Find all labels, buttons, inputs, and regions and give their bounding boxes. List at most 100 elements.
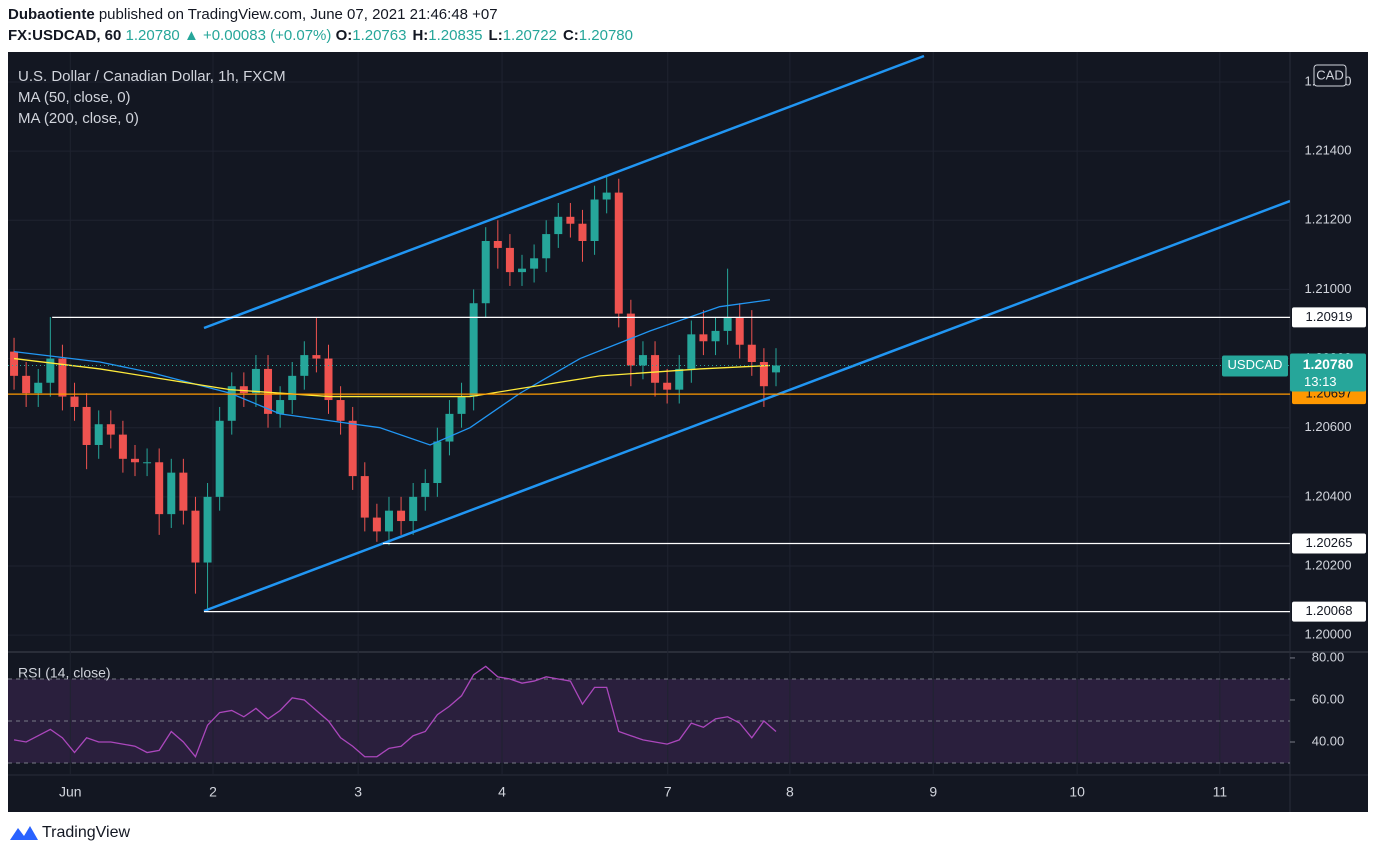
candle-body: [578, 223, 587, 242]
candle-body: [82, 406, 91, 445]
x-tick-label: 2: [209, 784, 217, 800]
x-tick-label: 11: [1213, 784, 1228, 800]
candle-body: [651, 355, 660, 383]
header: Dubaotiente published on TradingView.com…: [8, 4, 639, 46]
ohlc-key: H:: [412, 27, 429, 44]
last-price-badge: [1290, 353, 1366, 392]
candle-body: [626, 313, 635, 366]
candle-body: [360, 476, 369, 518]
candle-body: [46, 358, 55, 383]
candle-body: [143, 462, 152, 464]
candle-body: [735, 317, 744, 345]
candle-body: [663, 382, 672, 390]
candle-body: [759, 362, 768, 387]
candle-body: [372, 517, 381, 532]
candle-body: [554, 216, 563, 235]
y-tick-label: 1.20600: [1305, 419, 1352, 434]
moving-average: [13, 299, 771, 446]
candle-body: [155, 462, 164, 515]
rsi-tick-label: 60.00: [1312, 691, 1345, 706]
candle-body: [215, 420, 224, 497]
rsi-line: [13, 665, 777, 758]
candle-body: [638, 355, 647, 366]
x-tick-label: Jun: [59, 784, 82, 800]
last: 1.20780: [125, 27, 180, 44]
level-label: 1.20265: [1306, 535, 1353, 550]
candle-body: [106, 424, 115, 435]
candle-body: [505, 247, 514, 273]
candle-body: [469, 303, 478, 397]
candle-body: [179, 472, 188, 511]
currency: CAD: [1316, 67, 1343, 82]
level-badge: [1292, 601, 1366, 622]
header-line: FX:USDCAD, 60 1.20780 ▲ +0.00083 (+0.07%…: [8, 25, 639, 46]
candle-body: [687, 334, 696, 369]
candle-body: [747, 344, 756, 363]
x-tick-label: 8: [786, 784, 794, 800]
x-tick-label: 9: [929, 784, 937, 800]
candle-body: [70, 396, 79, 407]
x-tick-label: 10: [1069, 784, 1085, 800]
candle-body: [493, 241, 502, 248]
level-label: 1.20068: [1306, 603, 1353, 618]
candle-body: [34, 382, 43, 394]
candle-body: [336, 400, 345, 421]
candle-body: [384, 510, 393, 532]
candle-body: [614, 192, 623, 314]
channel-upper: [203, 54, 925, 330]
ohlc-key: O:: [335, 27, 353, 44]
candle-body: [130, 458, 139, 463]
y-tick-label: 1.20400: [1305, 488, 1352, 503]
rsi-tick-label: 80.00: [1312, 649, 1345, 664]
channel-lower: [203, 199, 1290, 613]
level-label: 1.20919: [1306, 309, 1353, 324]
candle-body: [409, 496, 418, 522]
candle-body: [723, 317, 732, 331]
candle-body: [58, 358, 67, 397]
ma-legend: MA (200, close, 0): [18, 110, 139, 127]
candle-body: [421, 483, 430, 497]
author: Dubaotiente: [8, 6, 95, 23]
y-tick-label: 1.21400: [1305, 143, 1352, 158]
last-price-label: 1.20780: [1303, 356, 1354, 372]
logo: [10, 826, 38, 840]
candle-body: [481, 241, 490, 304]
ohlc-value: 1.20763: [352, 27, 407, 44]
x-tick-label: 3: [354, 784, 362, 800]
candle-body: [590, 199, 599, 242]
candle-body: [288, 375, 297, 401]
candle-body: [348, 420, 357, 477]
candle-body: [711, 330, 720, 342]
candle-body: [542, 234, 551, 259]
candle-body: [251, 368, 260, 394]
candle-body: [457, 396, 466, 414]
ma-legend: MA (50, close, 0): [18, 89, 131, 106]
candle-body: [602, 192, 611, 200]
level-badge: [1292, 533, 1366, 554]
candle-body: [566, 216, 575, 224]
candle-body: [276, 400, 285, 414]
candle-body: [433, 441, 442, 484]
change: ▲ +0.00083 (+0.07%): [183, 27, 332, 44]
candle-body: [675, 368, 684, 390]
candle-body: [167, 472, 176, 515]
channel: [203, 54, 1290, 613]
candle-body: [771, 365, 780, 373]
ohlc-value: 1.20722: [502, 27, 557, 44]
candle-body: [191, 510, 200, 563]
brand: TradingView: [42, 824, 130, 841]
candle-body: [530, 258, 539, 269]
candle-body: [22, 375, 31, 394]
candle-body: [397, 510, 406, 522]
currency-badge: [1313, 64, 1347, 87]
candle-body: [699, 334, 708, 342]
ohlc-key: L:: [488, 27, 503, 44]
y-tick-label: 1.21000: [1305, 281, 1352, 296]
candle-body: [445, 413, 454, 442]
symbol-badge: [1222, 355, 1288, 377]
candle-body: [94, 424, 103, 445]
y-tick-label: 1.20000: [1305, 627, 1352, 642]
candle-body: [118, 434, 127, 459]
ohlc-value: 1.20780: [578, 27, 633, 44]
